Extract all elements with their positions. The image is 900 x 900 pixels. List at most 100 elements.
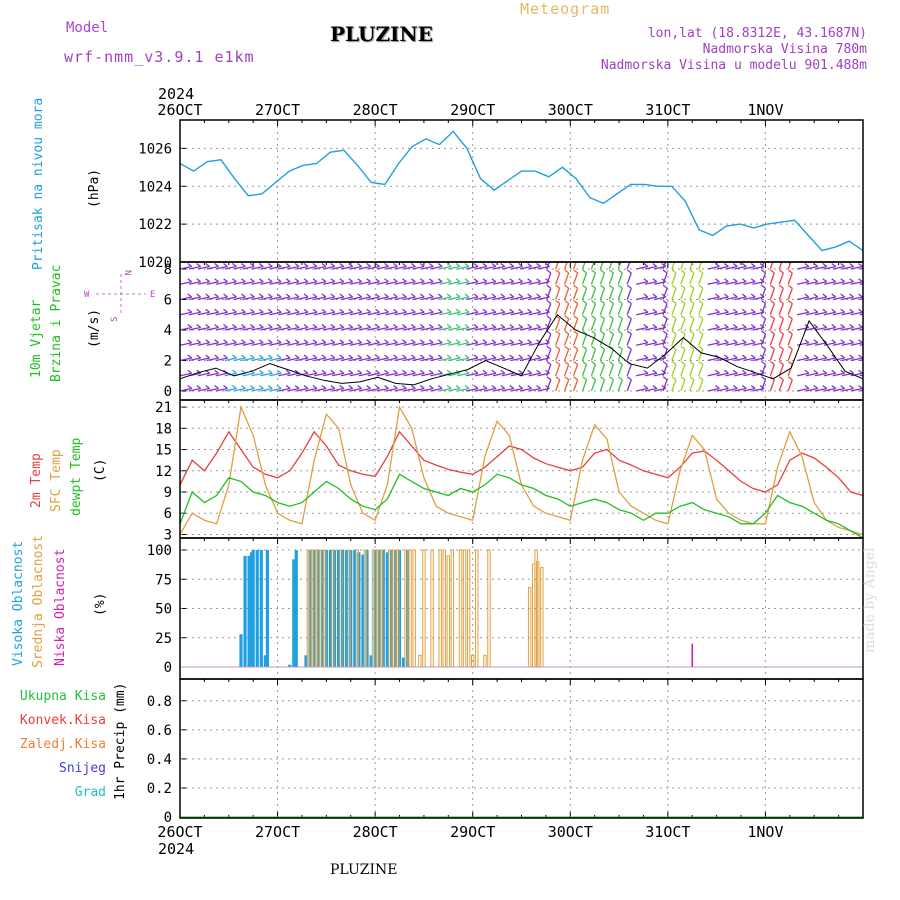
wind-barb (707, 357, 720, 362)
wind-barb (251, 357, 264, 362)
wind-barb-flag (294, 384, 300, 390)
temp-sfc-label: SFC Temp (49, 449, 64, 512)
y-tick-label: 2 (164, 354, 172, 370)
wind-barb (322, 357, 335, 362)
wind-barb-flag (770, 360, 775, 365)
wind-barb (278, 296, 291, 301)
wind-barb-flag (491, 278, 497, 283)
wind-barb (707, 311, 720, 316)
cloud-mid-bar (306, 549, 311, 668)
wind-barb (331, 372, 344, 377)
wind-barb-flag (600, 255, 604, 258)
wind-barb-flag (761, 299, 766, 304)
wind-barb (215, 357, 228, 362)
wind-barb (483, 296, 496, 301)
wind-barb-flag (761, 269, 766, 274)
wind-barb-flag (464, 262, 470, 268)
wind-barb (287, 281, 300, 285)
wind-barb-flag (294, 339, 300, 344)
wind-barb-flag (536, 369, 541, 374)
wind-barb-flag (536, 323, 541, 329)
temp-dew-label: dewpt Temp (69, 438, 84, 516)
wind-barb-flag (267, 308, 273, 313)
wind-barb-flag (500, 323, 506, 329)
wind-barb (349, 357, 362, 362)
wind-barb-flag (761, 360, 766, 365)
wind-barb (590, 333, 597, 346)
y-tick-label: 6 (164, 506, 172, 522)
wind-barb (698, 318, 704, 331)
precip-legend-item: Zaledj.Kisa (20, 737, 106, 752)
wind-barb (680, 288, 686, 300)
wind-barb-flag (662, 360, 668, 365)
wind-barb (448, 357, 461, 362)
wind-barb (572, 288, 579, 300)
wind-barb-flag (715, 384, 720, 390)
precip-panel: Ukupna Kisa Konvek.Kisa Zaledj.Kisa Snijeg G… (20, 683, 863, 826)
wind-barb (832, 326, 845, 331)
cloud-mid-bar (418, 654, 422, 668)
wind-barb (805, 372, 818, 377)
wind-barb (769, 364, 776, 376)
wind-barb-flag (232, 262, 237, 268)
cloud-mid-bar (375, 549, 380, 668)
wind-barb-flag (339, 308, 345, 313)
wind-barb-flag (858, 293, 863, 298)
wind-barb (376, 265, 389, 270)
wind-barb (841, 342, 854, 346)
wind-barb (457, 372, 470, 377)
wind-barb (260, 296, 273, 301)
wind-barb-flag (393, 354, 398, 359)
wind-barb (331, 281, 344, 285)
wind-barb-flag (482, 278, 488, 283)
wind-barb (394, 311, 407, 316)
wind-barb (296, 326, 309, 331)
wind-barb (501, 372, 514, 377)
wind-barb (707, 326, 720, 331)
wind-barb-flag (214, 384, 219, 390)
wind-barb (403, 357, 416, 362)
wind-barb-flag (741, 384, 747, 390)
wind-barb-flag (509, 262, 515, 268)
wind-barb (322, 296, 335, 301)
wind-barb (448, 311, 461, 316)
wind-barb (260, 357, 273, 362)
y-tick-label: 1026 (138, 141, 172, 157)
wind-barb-flag (840, 293, 846, 298)
wind-barb-flag (410, 369, 416, 374)
wind-barb-flag (223, 323, 228, 329)
wind-barb-flag (536, 293, 541, 298)
wind-barb-flag (437, 339, 443, 344)
wind-barb-flag (732, 262, 738, 268)
wind-barb-flag (339, 354, 345, 359)
wind-barb-flag (357, 323, 363, 329)
wind-barb (743, 281, 756, 285)
wind-barb (581, 349, 588, 361)
wind-barb (716, 342, 729, 346)
wind-barb (287, 387, 300, 392)
wind-barb (197, 387, 210, 392)
wind-barb (555, 364, 561, 376)
wind-barb-flag (761, 345, 766, 350)
wind-barb-flag (321, 293, 327, 298)
wind-barb-flag (546, 284, 552, 289)
wind-barb-flag (626, 376, 632, 381)
wind-barb-flag (428, 354, 434, 359)
wind-barb-flag (761, 284, 766, 289)
wind-barb (394, 281, 407, 285)
wind-barb-flag (573, 315, 579, 320)
wind-barb (797, 281, 810, 285)
wind-barb-flag (723, 369, 729, 374)
wind-barb-flag (591, 315, 596, 320)
wind-barb (251, 265, 264, 270)
wind-barb-flag (428, 384, 434, 390)
wind-barb (850, 281, 863, 285)
wind-barb (385, 387, 398, 392)
wind-barb-flag (249, 369, 255, 374)
wind-barb-flag (428, 308, 434, 313)
wind-barb-flag (741, 369, 747, 374)
wind-barb (430, 387, 443, 392)
wind-barb (385, 326, 398, 331)
wind-barb-flag (698, 376, 704, 381)
wind-barb-flag (330, 308, 336, 313)
